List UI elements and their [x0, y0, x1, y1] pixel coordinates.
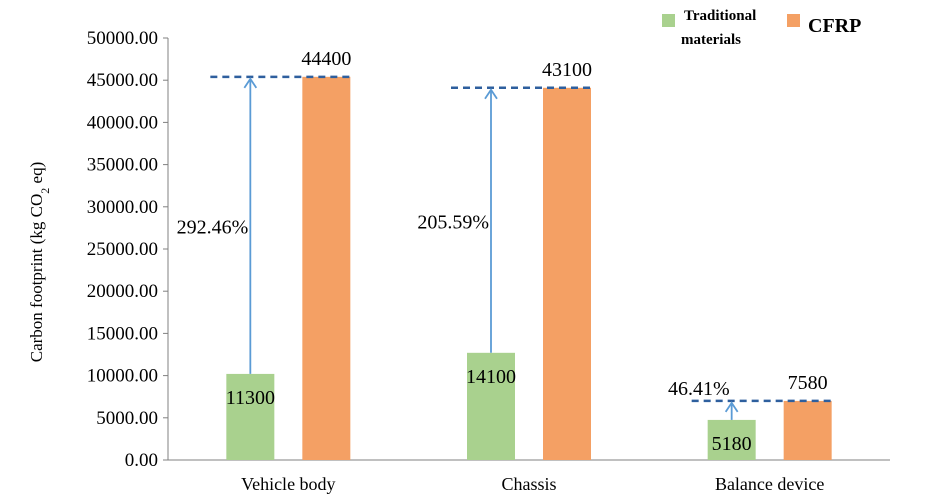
y-tick-label: 45000.00	[87, 70, 158, 91]
increase-arrow-head	[724, 401, 739, 413]
category-labels: Vehicle body Chassis Balance device	[241, 474, 824, 494]
data-label-traditional: 11300	[226, 387, 275, 409]
y-tick-label: 20000.00	[87, 281, 158, 302]
increase-arrows	[210, 75, 832, 420]
axes	[167, 38, 890, 461]
y-tick-label: 25000.00	[87, 239, 158, 260]
y-tick-label: 35000.00	[87, 155, 158, 176]
data-label-cfrp: 44400	[301, 48, 351, 70]
category-label: Chassis	[501, 474, 556, 494]
data-labels: 292.46% 11300 44400 205.59% 14100 43100 46.41%…	[177, 48, 828, 455]
legend-swatch-traditional	[662, 14, 675, 27]
legend-label-traditional-line1: Traditional	[684, 8, 756, 24]
category-label: Vehicle body	[241, 474, 335, 494]
y-tick-label: 15000.00	[87, 323, 158, 344]
bar-traditional	[707, 419, 756, 460]
bar-cfrp	[543, 87, 591, 461]
y-tick-labels: 0.00 5000.00 10000.00 15000.00 20000.00 25000…	[87, 28, 168, 471]
bar-traditional	[467, 352, 515, 460]
increase-arrow-head	[484, 88, 498, 100]
y-tick-label: 30000.00	[87, 197, 158, 218]
y-tick-label: 0.00	[125, 450, 158, 471]
increase-percentage-label: 46.41%	[668, 378, 730, 400]
legend-label-cfrp: CFRP	[808, 15, 861, 37]
category-label: Balance device	[715, 474, 824, 494]
y-axis-label: Carbon footprint (kg CO2 eq)	[27, 162, 52, 363]
y-tick-label: 10000.00	[87, 366, 158, 387]
bars	[226, 76, 832, 461]
y-tick-label: 5000.00	[96, 408, 158, 429]
increase-arrow-head	[243, 77, 258, 89]
y-tick-label: 40000.00	[87, 112, 158, 133]
bar-cfrp	[783, 400, 832, 460]
legend: Traditional materials CFRP	[662, 8, 861, 48]
legend-label-traditional-line2: materials	[681, 32, 741, 48]
data-label-traditional: 14100	[466, 366, 516, 388]
y-tick-label: 50000.00	[87, 28, 158, 49]
bar-traditional	[226, 373, 275, 460]
legend-swatch-cfrp	[787, 14, 800, 27]
data-label-cfrp: 43100	[542, 59, 592, 81]
data-label-traditional: 5180	[712, 433, 752, 455]
increase-percentage-label: 292.46%	[177, 216, 249, 238]
data-label-cfrp: 7580	[788, 372, 828, 394]
bar-cfrp	[302, 76, 351, 460]
increase-percentage-label: 205.59%	[417, 211, 489, 233]
